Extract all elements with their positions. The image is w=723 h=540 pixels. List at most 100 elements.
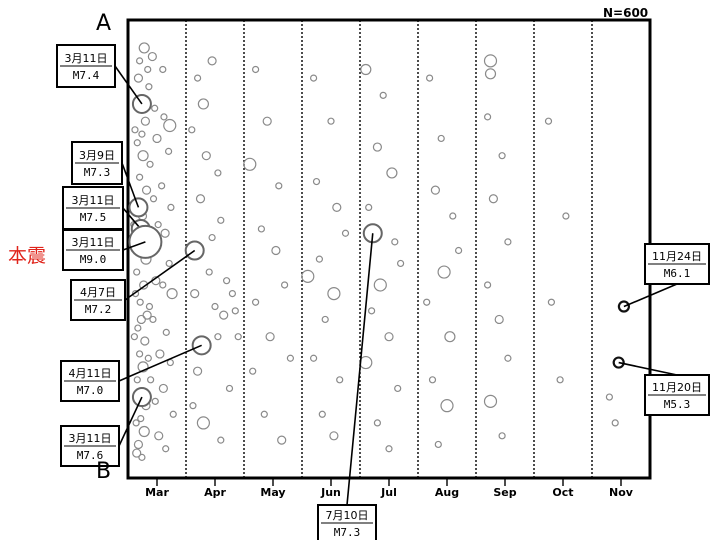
callout-date: 11月24日 (652, 250, 702, 263)
callout-magnitude: M7.6 (77, 449, 104, 462)
event-marker (136, 314, 146, 325)
event-marker (265, 332, 275, 342)
callout-box: 3月11日 M7.6 (60, 425, 120, 467)
event-marker (217, 216, 225, 224)
x-tick-label-apr: Apr (204, 486, 226, 499)
event-marker (158, 182, 166, 190)
event-marker (163, 118, 177, 133)
event-markers (130, 42, 619, 461)
event-marker (196, 416, 210, 430)
x-tick-label-sep: Sep (493, 486, 516, 499)
event-marker (444, 331, 456, 343)
event-marker (234, 333, 242, 341)
event-marker (145, 83, 153, 91)
event-marker (162, 328, 170, 336)
x-tick-label-mar: Mar (145, 486, 169, 499)
event-marker (211, 302, 219, 311)
x-tick-label-jul: Jul (380, 486, 397, 499)
callout-magnitude: M7.3 (334, 526, 361, 539)
event-marker (249, 367, 257, 375)
callout-date: 4月7日 (80, 286, 116, 299)
event-marker (373, 278, 387, 292)
callout-leader (114, 65, 143, 105)
x-tick-label-aug: Aug (435, 486, 459, 499)
event-marker (207, 56, 217, 66)
event-marker (159, 281, 167, 289)
event-marker (144, 354, 152, 362)
callout-date: 3月9日 (79, 149, 115, 162)
event-marker (138, 453, 146, 461)
event-marker (231, 307, 239, 315)
event-marker (484, 281, 492, 289)
event-marker (138, 425, 150, 438)
event-marker (190, 289, 200, 299)
callout-magnitude: M7.3 (84, 166, 111, 179)
event-marker (310, 354, 318, 362)
event-marker (147, 376, 155, 384)
event-marker (434, 440, 442, 449)
event-marker (214, 169, 222, 177)
event-marker (243, 157, 257, 171)
event-marker (223, 277, 231, 285)
callout-leader (623, 283, 678, 308)
callout-magnitude: M6.1 (664, 267, 691, 280)
event-marker (277, 435, 287, 445)
event-marker (365, 203, 373, 211)
callout-date: 7月10日 (326, 509, 369, 522)
event-marker (430, 185, 440, 195)
end-label-bottom: B (96, 459, 111, 484)
event-marker (154, 221, 162, 229)
event-marker (162, 445, 170, 453)
callout-magnitude: M7.0 (77, 384, 104, 397)
callout-date: 11月20日 (652, 381, 702, 394)
event-marker (611, 419, 619, 427)
event-marker (262, 116, 272, 126)
event-marker (145, 302, 154, 311)
event-marker (136, 298, 144, 306)
callout-date: 3月11日 (69, 432, 112, 445)
event-marker (144, 65, 152, 74)
callout-leaders (114, 65, 678, 506)
event-marker (140, 116, 150, 126)
event-marker (547, 298, 556, 306)
event-marker (360, 63, 372, 76)
callout-box: 3月9日 M7.3 (71, 141, 123, 185)
event-marker (483, 54, 498, 68)
count-label: N=600 (603, 6, 648, 20)
event-marker (260, 410, 268, 418)
event-marker (281, 281, 289, 289)
event-marker (137, 414, 145, 423)
x-tick-label-may: May (260, 486, 285, 499)
event-marker (159, 65, 167, 74)
event-marker (484, 113, 492, 121)
main-shock-label: 本震 (8, 245, 46, 267)
x-axis: Mar Apr May Jun Jul Aug Sep Oct Nov (145, 478, 634, 499)
event-marker (189, 402, 197, 410)
event-marker (152, 133, 162, 144)
event-marker (271, 245, 281, 256)
event-marker (219, 310, 229, 320)
event-marker (133, 73, 144, 83)
event-marker (327, 117, 335, 125)
event-marker (141, 185, 152, 195)
event-marker (494, 314, 504, 325)
event-marker (165, 259, 173, 268)
event-marker (160, 228, 170, 238)
callout-box: 3月11日 M9.0 (62, 229, 124, 271)
event-marker (205, 268, 213, 276)
event-marker (138, 42, 150, 54)
event-marker (146, 160, 154, 168)
event-marker (484, 68, 497, 80)
event-marker (147, 51, 157, 62)
event-marker (139, 280, 149, 290)
event-marker (138, 130, 146, 138)
event-marker (437, 134, 445, 143)
event-marker (142, 310, 152, 320)
event-marker (437, 265, 451, 279)
event-marker (160, 113, 168, 121)
event-marker (312, 177, 321, 186)
event-marker (167, 203, 175, 211)
callout-magnitude: M7.4 (73, 69, 100, 82)
event-marker (132, 419, 140, 427)
event-marker (134, 324, 142, 332)
